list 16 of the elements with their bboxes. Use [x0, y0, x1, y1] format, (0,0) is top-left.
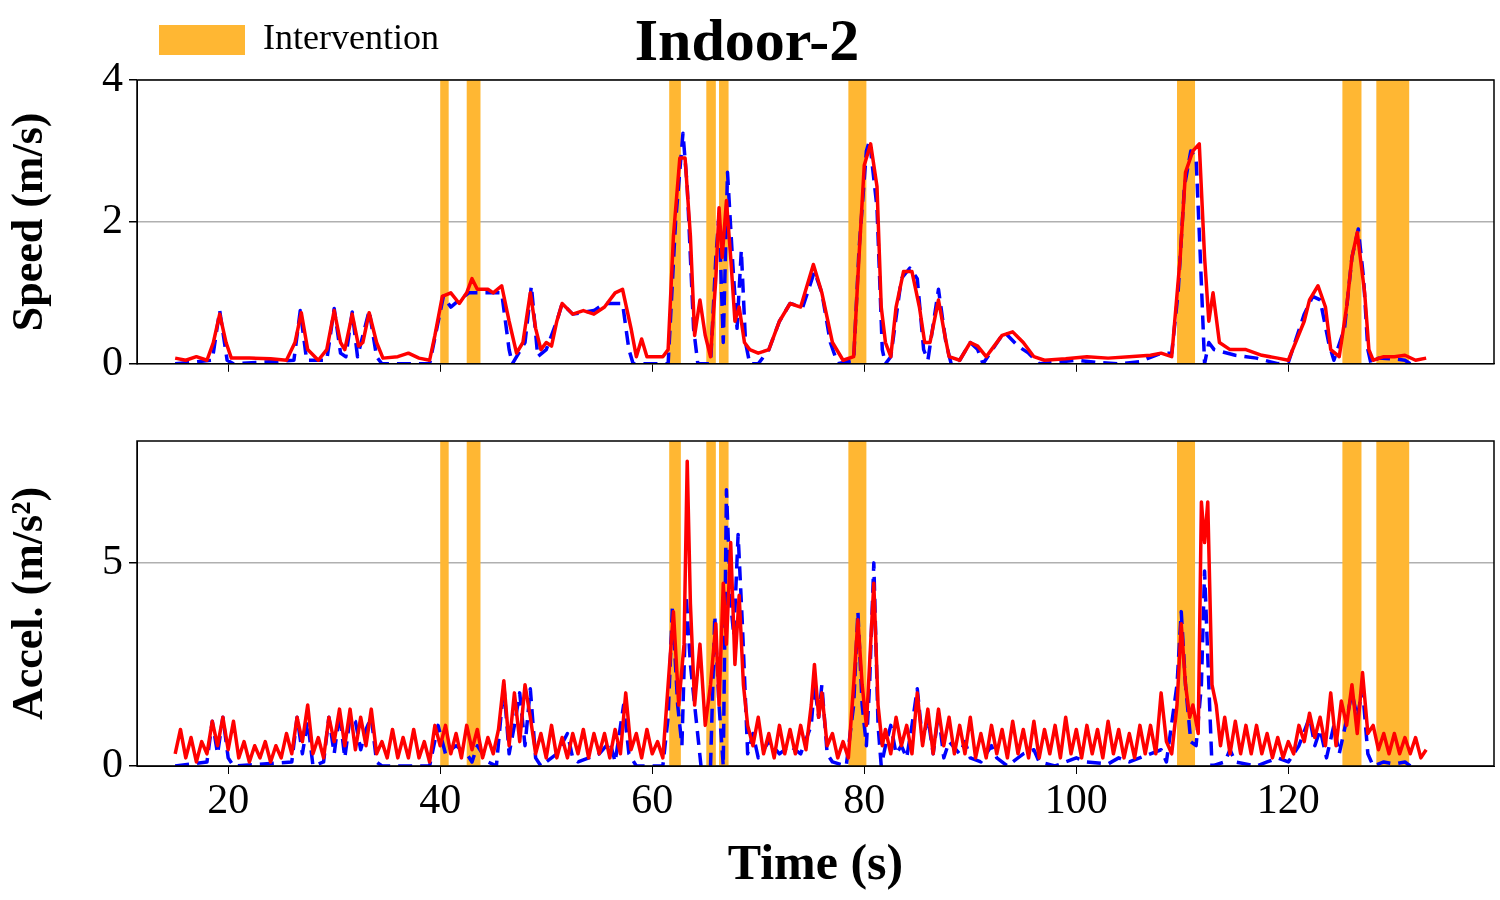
y-tick-label: 0	[102, 740, 123, 787]
y-tick-label: 4	[102, 54, 123, 101]
y-tick-label: 0	[102, 337, 123, 384]
x-tick-label: 100	[1044, 776, 1108, 823]
x-tick-label: 80	[843, 776, 886, 823]
y-tick-label: 5	[102, 536, 123, 583]
x-tick-label: 60	[631, 776, 674, 823]
x-tick-label: 20	[207, 776, 250, 823]
chart-title: Indoor-2	[634, 6, 860, 73]
y-axis-title: Accel. (m/s²)	[2, 486, 52, 721]
legend-label: Intervention	[263, 17, 439, 58]
y-axis-title: Speed (m/s)	[2, 112, 52, 332]
x-axis-title: Time (s)	[727, 833, 904, 890]
x-tick-label: 120	[1256, 776, 1320, 823]
x-tick-label: 40	[419, 776, 462, 823]
y-tick-label: 2	[102, 195, 123, 242]
